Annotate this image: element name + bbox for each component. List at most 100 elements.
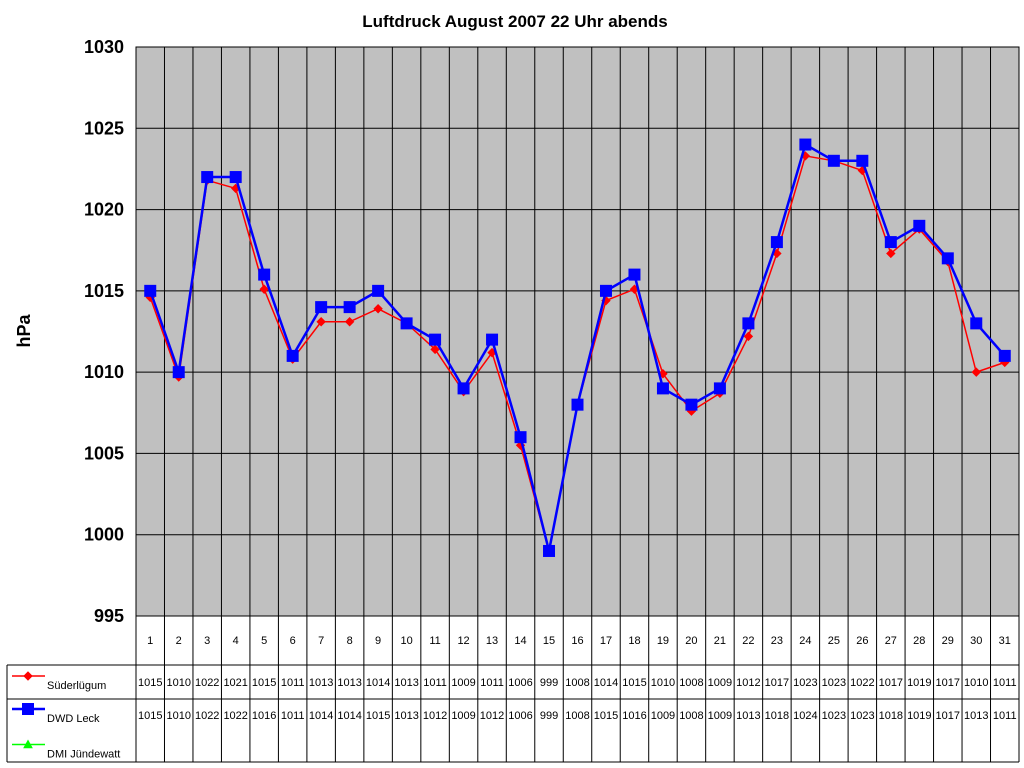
table-cell: 1013 <box>736 710 760 722</box>
table-cell: 1011 <box>993 710 1017 722</box>
x-tick-label: 4 <box>233 635 239 647</box>
table-cell: 1017 <box>936 677 960 689</box>
table-cell: 1023 <box>822 710 846 722</box>
data-point-dwd-leck <box>514 431 527 444</box>
legend-label-s-derl-gum: Süderlügum <box>47 680 106 692</box>
x-tick-label: 30 <box>970 635 982 647</box>
x-tick-label: 29 <box>942 635 954 647</box>
y-tick-label: 995 <box>94 606 124 626</box>
plot-background <box>135 46 1020 617</box>
table-cell: 1008 <box>565 710 589 722</box>
x-tick-label: 22 <box>742 635 754 647</box>
data-point-dwd-leck <box>229 171 242 184</box>
x-tick-label: 20 <box>685 635 697 647</box>
data-point-dwd-leck <box>884 236 897 249</box>
data-point-dwd-leck <box>770 236 783 249</box>
data-point-dwd-leck <box>913 219 926 232</box>
table-cell: 1015 <box>138 710 162 722</box>
data-point-s-derl-gum <box>430 344 440 355</box>
x-tick-label: 13 <box>486 635 498 647</box>
data-point-dwd-leck <box>144 284 157 297</box>
table-cell: 1006 <box>508 677 532 689</box>
y-tick-label: 1025 <box>84 118 124 138</box>
legend-label-dwd-leck: DWD Leck <box>47 713 100 725</box>
legend-marker-dwd-leck <box>22 703 34 715</box>
table-cell: 1023 <box>822 677 846 689</box>
data-point-dwd-leck <box>599 284 612 297</box>
table-cell: 1009 <box>708 710 732 722</box>
table-cell: 1015 <box>594 710 618 722</box>
data-point-s-derl-gum <box>344 317 355 327</box>
x-tick-label: 12 <box>457 635 469 647</box>
table-cell: 1009 <box>708 677 732 689</box>
table-cell: 1009 <box>451 677 475 689</box>
data-point-dwd-leck <box>799 138 812 151</box>
data-point-dwd-leck <box>628 268 641 281</box>
data-point-dwd-leck <box>486 333 499 346</box>
table-cell: 1015 <box>622 677 646 689</box>
table-cell: 1011 <box>281 677 305 689</box>
y-tick-label: 1000 <box>84 525 124 545</box>
y-tick-label: 1015 <box>84 281 124 301</box>
x-tick-label: 7 <box>318 635 324 647</box>
x-tick-label: 6 <box>290 635 296 647</box>
data-point-dwd-leck <box>998 349 1011 362</box>
table-cell: 1012 <box>736 677 760 689</box>
x-tick-label: 1 <box>147 635 153 647</box>
table-cell: 1010 <box>166 677 190 689</box>
table-cell: 1023 <box>850 710 874 722</box>
table-cell: 1008 <box>679 677 703 689</box>
table-cell: 1010 <box>651 677 675 689</box>
table-cell: 1022 <box>195 677 219 689</box>
x-tick-label: 3 <box>204 635 210 647</box>
table-cell: 1011 <box>993 677 1017 689</box>
table-cell: 1014 <box>594 677 618 689</box>
table-cell: 1013 <box>964 710 988 722</box>
data-point-dwd-leck <box>713 382 726 395</box>
table-cell: 1014 <box>337 710 361 722</box>
data-table: 1 2 3 4 5 6 7 8 9 10 11 12 13 14 15 16 17 18 19 20 21 22 23 24 2… <box>6 635 1019 763</box>
data-point-dwd-leck <box>543 544 556 557</box>
x-tick-label: 26 <box>856 635 868 647</box>
table-cell: 1015 <box>366 710 390 722</box>
x-tick-label: 19 <box>657 635 669 647</box>
table-cell: 1011 <box>423 677 447 689</box>
x-tick-label: 10 <box>400 635 412 647</box>
table-cell: 999 <box>540 710 558 722</box>
x-tick-label: 18 <box>628 635 640 647</box>
table-cell: 1013 <box>337 677 361 689</box>
data-point-dwd-leck <box>286 349 299 362</box>
data-point-dwd-leck <box>742 317 755 330</box>
x-tick-label: 8 <box>347 635 353 647</box>
table-cell: 1017 <box>879 677 903 689</box>
table-cell: 1008 <box>565 677 589 689</box>
x-tick-label: 28 <box>913 635 925 647</box>
table-cell: 1014 <box>309 710 333 722</box>
data-point-dwd-leck <box>343 301 356 314</box>
table-cell: 1019 <box>907 710 931 722</box>
table-cell: 1008 <box>679 710 703 722</box>
data-point-dwd-leck <box>571 398 584 411</box>
data-point-s-derl-gum <box>743 331 754 342</box>
y-tick-label: 1005 <box>84 443 124 463</box>
table-cell: 1009 <box>451 710 475 722</box>
data-point-dwd-leck <box>656 382 669 395</box>
table-cell: 1017 <box>936 710 960 722</box>
data-point-dwd-leck <box>856 154 869 167</box>
table-cell: 1016 <box>622 710 646 722</box>
table-cell: 1012 <box>423 710 447 722</box>
x-tick-label: 21 <box>714 635 726 647</box>
table-cell: 1012 <box>480 710 504 722</box>
x-tick-label: 16 <box>571 635 583 647</box>
table-cell: 1011 <box>480 677 504 689</box>
table-cell: 1022 <box>850 677 874 689</box>
data-point-dwd-leck <box>172 366 185 379</box>
x-tick-label: 17 <box>600 635 612 647</box>
data-point-dwd-leck <box>941 252 954 265</box>
table-cell: 1019 <box>907 677 931 689</box>
x-tick-label: 15 <box>543 635 555 647</box>
table-cell: 1017 <box>765 677 789 689</box>
